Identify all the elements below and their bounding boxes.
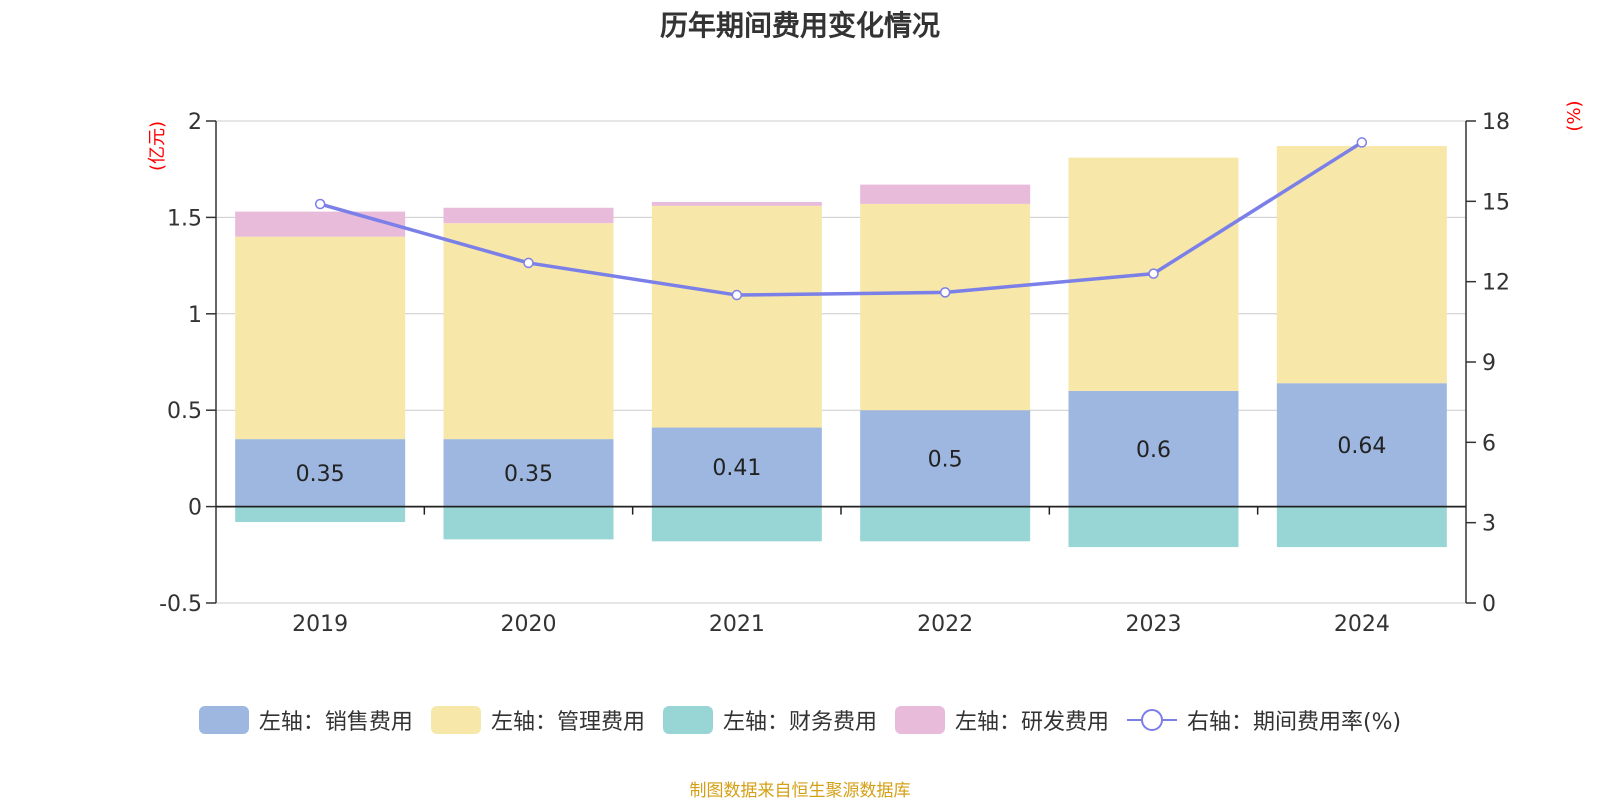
legend-swatch	[894, 706, 945, 734]
bar-segment	[443, 506, 614, 540]
line-series-path	[319, 140, 1363, 297]
bar-segment	[651, 506, 822, 542]
bar-data-label: 0.35	[504, 462, 553, 487]
bar-data-label: 0.64	[1337, 434, 1386, 459]
legend-swatch	[430, 706, 481, 734]
legend-swatch	[662, 706, 713, 734]
chart-plot-area: 2 1.5 1 0.5 0 -0.5 18 15 12 9 6 3 0 (亿元) (%) 0.35 0.35 0.…	[147, 100, 1585, 637]
right-axis-unit-label: (%)	[1564, 100, 1585, 131]
bar-segment	[443, 439, 614, 507]
bar-data-label: 0.5	[928, 447, 963, 472]
left-axis-tick-label: 1	[188, 303, 202, 328]
right-axis-tick-label: 6	[1482, 431, 1496, 456]
right-axis-tick-label: 15	[1482, 190, 1510, 215]
legend-item: 右轴：期间费用率(%)	[1126, 704, 1402, 736]
bar-segment	[860, 506, 1031, 542]
bar-data-label: 0.35	[296, 462, 345, 487]
bar-segment	[443, 223, 614, 440]
bar-segment	[1276, 383, 1447, 507]
x-axis-tick-label: 2024	[1334, 612, 1390, 637]
left-axis-tick-label: 1.5	[167, 206, 202, 231]
legend-label: 左轴：管理费用	[490, 710, 645, 735]
bar-segment	[235, 506, 406, 523]
left-axis-tick-label: 0	[188, 496, 202, 521]
bar-data-label: 0.6	[1136, 438, 1171, 463]
line-series-point	[731, 289, 743, 301]
legend-label: 左轴：财务费用	[722, 710, 877, 735]
bar-segment	[860, 184, 1031, 204]
bar-segment	[1068, 506, 1239, 548]
x-axis-tick-label: 2022	[917, 612, 973, 637]
x-axis-tick-label: 2021	[709, 612, 765, 637]
bar-segment	[860, 203, 1031, 411]
x-axis-tick-label: 2023	[1126, 612, 1182, 637]
right-axis-tick-label: 18	[1482, 110, 1510, 135]
bar-segment	[443, 207, 614, 224]
legend-item: 左轴：财务费用	[662, 704, 877, 736]
bar-segment	[1276, 146, 1447, 384]
bar-segment	[1068, 390, 1239, 507]
legend-swatch	[198, 706, 249, 734]
right-axis-tick-label: 0	[1482, 592, 1496, 617]
bar-segment	[235, 236, 406, 440]
left-axis-tick-label: 2	[188, 110, 202, 135]
left-axis-tick-label: -0.5	[159, 592, 202, 617]
legend-swatch	[1126, 709, 1177, 731]
bar-segment	[860, 410, 1031, 507]
legend: 左轴：销售费用 左轴：管理费用 左轴：财务费用 左轴：研发费用 右轴：期间费用率(%)	[0, 704, 1600, 736]
legend-item: 左轴：销售费用	[198, 704, 413, 736]
bar-segment	[651, 205, 822, 428]
source-note: 制图数据来自恒生聚源数据库	[689, 781, 911, 801]
line-series-point	[314, 198, 326, 210]
right-axis-tick-label: 12	[1482, 271, 1510, 296]
line-series-point	[523, 257, 534, 269]
line-series-point	[1148, 268, 1159, 279]
legend-item: 左轴：研发费用	[894, 704, 1109, 736]
bar-segment	[651, 201, 822, 206]
bar-segment	[235, 439, 406, 507]
legend-label: 左轴：研发费用	[954, 710, 1109, 735]
legend-label: 右轴：期间费用率(%)	[1186, 710, 1402, 735]
bar-segment	[1276, 506, 1447, 548]
legend-item: 左轴：管理费用	[430, 704, 645, 736]
bar-segment	[235, 211, 406, 237]
chart-title: 历年期间费用变化情况	[659, 9, 940, 42]
bar-data-label: 0.41	[712, 456, 761, 481]
left-axis-unit-label: (亿元)	[147, 121, 168, 171]
bar-segment	[651, 427, 822, 507]
line-series-point	[1356, 137, 1368, 148]
right-axis-tick-label: 3	[1482, 512, 1496, 537]
line-series-point	[939, 287, 951, 298]
left-axis-tick-label: 0.5	[167, 399, 202, 424]
legend-label: 左轴：销售费用	[258, 710, 413, 735]
x-axis-tick-label: 2020	[501, 612, 557, 637]
x-axis-tick-label: 2019	[292, 612, 348, 637]
right-axis-tick-label: 9	[1482, 351, 1496, 376]
